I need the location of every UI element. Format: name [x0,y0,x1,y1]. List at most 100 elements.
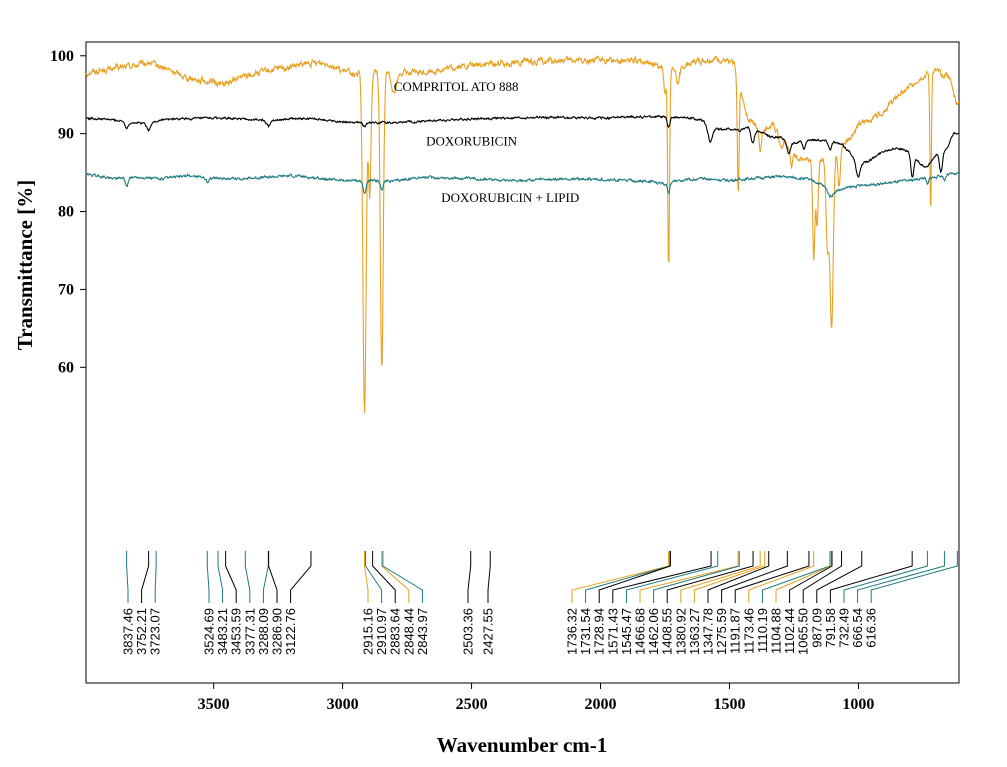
peak-marker-line [598,551,671,603]
peak-marker-line [487,551,491,603]
x-axis-title: Wavenumber cm-1 [437,733,608,757]
peak-marker-label: 3453.59 [229,608,244,655]
peak-marker-line [467,551,472,603]
y-axis: 60 70 80 90 100 [50,48,86,376]
peak-marker-line [829,551,913,603]
x-tick-label: 2000 [585,696,617,713]
peak-marker-line [154,551,157,603]
peak-marker-label: 1736.32 [565,608,580,655]
peak-marker-line [612,551,712,603]
peak-marker-label: 3723.07 [148,608,163,655]
series-line [85,55,960,413]
y-tick-label: 60 [58,359,74,376]
peak-marker-line [666,551,754,603]
peak-marker-line [290,551,312,603]
plot-frame [85,41,960,684]
peak-marker-line [625,551,719,603]
peak-marker-line [381,551,410,603]
peak-marker-label: 3122.76 [283,608,298,655]
peak-marker-label: 1728.94 [592,608,607,655]
peak-marker-line [843,551,928,603]
peak-marker-line [268,551,278,603]
x-tick-label: 2500 [456,696,488,713]
x-axis: 3500 3000 2500 2000 1500 1000 [198,683,874,713]
peak-marker-line [363,551,369,603]
series-label: COMPRITOL ATO 888 [394,79,519,94]
peak-marker-label: 3377.31 [242,608,257,655]
x-tick-label: 3000 [327,696,359,713]
series-label: DOXORUBICIN + LIPID [441,190,579,205]
peak-marker-label: 1462.06 [646,608,661,655]
series-label: DOXORUBICIN [426,133,518,148]
peak-marker-line [639,551,739,603]
peak-marker-line [365,551,383,603]
peak-marker-label: 666.54 [850,608,865,648]
peak-marker-label: 2427.55 [481,608,496,655]
peak-marker-line [126,551,129,603]
peak-marker-label: 1110.19 [755,608,770,653]
peak-marker-label: 616.36 [864,608,879,648]
peak-marker-label: 1191.87 [728,608,743,654]
x-tick-label: 1500 [713,696,745,713]
y-axis-title: Transmittance [%] [13,180,37,351]
peak-marker-label: 1104.88 [769,608,784,654]
peak-marker-label: 3524.69 [202,608,217,655]
peak-marker-line [802,551,843,603]
peak-marker-label: 1408.55 [660,608,675,655]
peak-marker-line [585,551,671,603]
peak-marker-label: 3288.09 [256,608,271,655]
peak-marker-label: 1731.54 [578,608,593,655]
peak-marker-label: 1363.27 [687,608,702,655]
y-tick-label: 80 [58,204,74,221]
peak-marker-label: 1571.43 [605,608,620,655]
peak-marker-line [244,551,251,603]
series-line [85,114,959,178]
peak-marker-label: 987.09 [809,608,824,648]
series-labels: COMPRITOL ATO 888 DOXORUBICIN DOXORUBICIN … [394,79,580,205]
spectrum-series [85,55,960,413]
x-tick-label: 1000 [842,696,874,713]
peak-marker-label: 1173.46 [741,608,756,654]
peak-marker-line [816,551,863,603]
peak-marker-line [734,551,810,603]
peak-marker-label: 1065.50 [796,608,811,655]
peak-marker-line [372,551,396,603]
peak-marker-label: 2883.64 [388,608,403,655]
peak-marker-line [693,551,766,603]
peak-marker-label: 3286.90 [270,608,285,655]
peak-marker-label: 3837.46 [121,608,136,655]
peak-marker-line [775,551,832,603]
peak-marker-label: 3752.21 [134,608,149,655]
peak-marker-line [571,551,670,603]
peak-marker-line [707,551,770,603]
peak-marker-line [680,551,761,603]
peak-marker-line [262,551,269,603]
series-line [85,171,960,199]
peak-marker-line [857,551,945,603]
peak-marker-label: 2915.16 [361,608,376,655]
peak-marker-label: 3483.21 [215,608,230,655]
y-tick-label: 90 [58,126,74,143]
peak-marker-label: 1347.78 [701,608,716,655]
peak-marker-line [748,551,815,603]
y-tick-label: 100 [50,48,74,65]
peak-marker-label: 1275.59 [714,608,729,655]
peak-marker-label: 732.49 [837,608,852,648]
peak-marker-label: 1466.68 [633,608,648,655]
peak-marker-label: 1545.47 [619,608,634,655]
peak-marker-line [141,551,150,603]
peak-marker-line [761,551,831,603]
y-tick-label: 70 [58,281,74,298]
peak-marker-label: 1380.92 [673,608,688,655]
peak-marker-line [217,551,224,603]
peak-marker-label: 791.58 [823,608,838,648]
peak-marker-line [789,551,833,603]
peak-marker-label: 2910.97 [374,608,389,655]
peak-marker-line [206,551,210,603]
peak-marker-label: 1102.44 [782,608,797,654]
peak-marker-line [225,551,237,603]
peak-marker-line [721,551,788,603]
x-tick-label: 3500 [198,696,230,713]
